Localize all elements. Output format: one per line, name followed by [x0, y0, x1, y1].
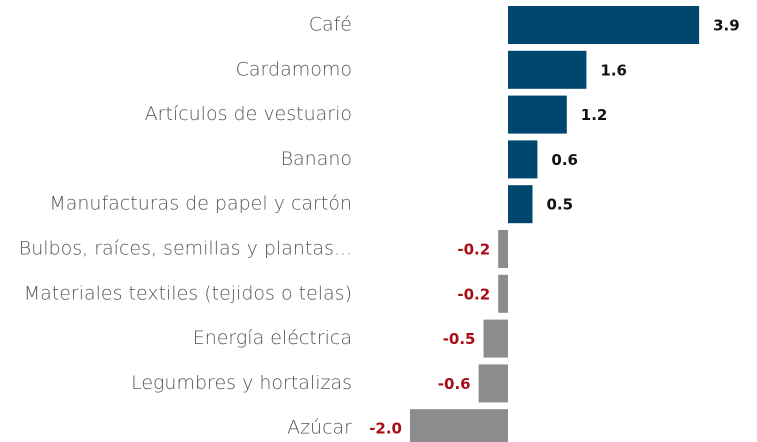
value-label: -0.2 — [457, 241, 490, 259]
bar — [498, 274, 508, 313]
value-label: -0.6 — [438, 375, 471, 393]
category-label: Legumbres y hortalizas — [131, 372, 352, 394]
bar — [508, 95, 567, 134]
category-label: Energía eléctrica — [193, 327, 352, 349]
bar — [508, 140, 538, 179]
value-label: -2.0 — [369, 420, 402, 438]
category-label: Materiales textiles (tejidos o telas) — [24, 282, 352, 304]
category-label: Café — [309, 14, 352, 36]
bar — [508, 50, 587, 89]
category-label: Artículos de vestuario — [145, 103, 352, 125]
category-label: Cardamomo — [236, 58, 352, 80]
category-label: Azúcar — [287, 417, 352, 439]
category-label: Bulbos, raíces, semillas y plantas... — [19, 238, 352, 260]
bar — [498, 230, 508, 268]
value-label: 3.9 — [713, 17, 740, 35]
value-label: -0.5 — [443, 330, 476, 348]
value-label: 1.6 — [600, 61, 627, 79]
value-label: 0.5 — [547, 196, 574, 214]
value-label: 0.6 — [551, 151, 578, 169]
category-label: Manufacturas de papel y cartón — [49, 193, 352, 215]
bar — [483, 319, 508, 358]
value-label: -0.2 — [457, 285, 490, 303]
bar — [410, 409, 508, 442]
bar — [478, 364, 508, 403]
bar — [508, 6, 700, 44]
value-label: 1.2 — [581, 106, 608, 124]
category-label: Banano — [281, 148, 352, 170]
bar — [508, 185, 533, 224]
